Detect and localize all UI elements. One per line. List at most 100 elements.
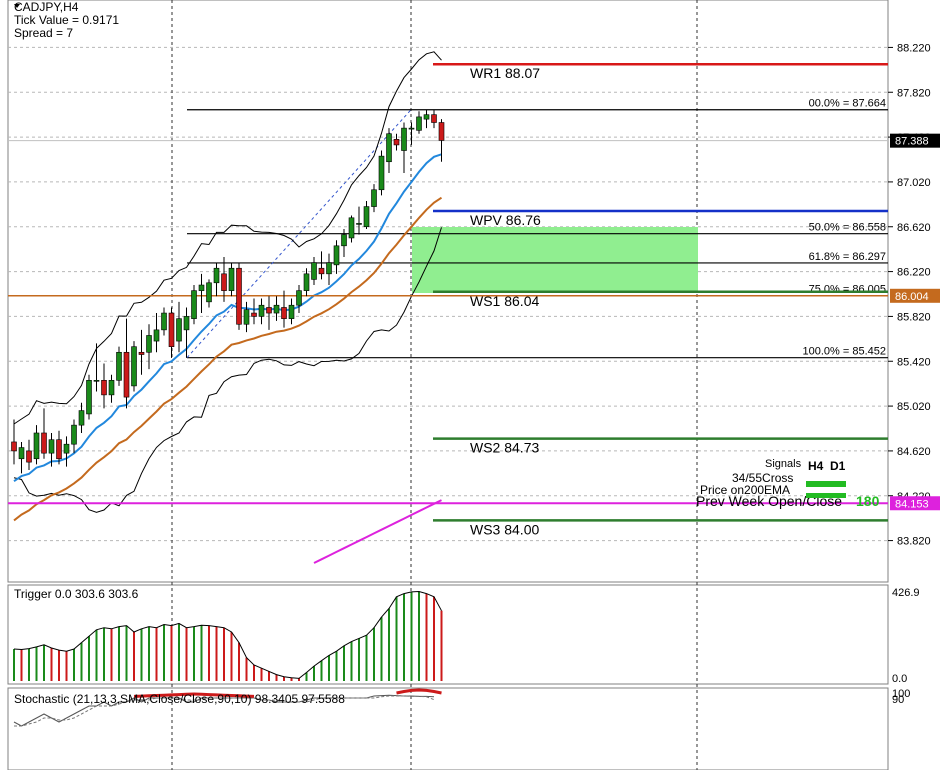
candle-body	[393, 139, 400, 146]
candle-body	[303, 273, 310, 291]
candle-body	[408, 127, 415, 130]
candle-body	[146, 335, 152, 353]
signals-row-prevweek: Prev Week Open/Close	[696, 493, 842, 509]
moving-averages	[13, 153, 443, 564]
candle-body	[86, 380, 92, 415]
candle-body	[243, 309, 250, 325]
pivot-label-wr1: WR1 88.07	[470, 65, 540, 81]
pivot-lines: WR1 88.07 WPV 86.76 WS1 86.04 WS2 84.73 WS3 …	[8, 62, 888, 537]
fib-label: 50.0% = 86.558	[809, 222, 886, 234]
axis-tick-label: 85.820	[897, 311, 931, 323]
current-price-tag: 87.388	[895, 136, 929, 148]
signals-prevweek-value: 180	[856, 493, 880, 509]
candle-body	[318, 267, 325, 275]
signal-bar-ema	[806, 493, 846, 498]
candle-body	[108, 380, 115, 396]
ema-price-tag-box	[890, 496, 940, 511]
candle-body	[258, 304, 265, 317]
candle-body	[288, 304, 295, 319]
candle-body	[281, 307, 287, 319]
signal-bar-cross	[806, 481, 846, 487]
candle-body	[333, 245, 340, 266]
candle-body	[116, 351, 122, 381]
candle-body	[266, 307, 272, 314]
trigger-label: Trigger 0.0 303.6 303.6	[14, 587, 139, 601]
candle-body	[273, 304, 280, 314]
trigger-panel-frame	[7, 584, 889, 685]
candle-body	[63, 443, 70, 454]
candle-body	[236, 267, 242, 325]
pivot-label-ws2: WS2 84.73	[470, 440, 539, 456]
candle-body	[423, 114, 430, 120]
candle-body	[71, 424, 77, 445]
symbol-label: CADJPY,H4	[14, 0, 79, 14]
current-price-tag-box	[890, 133, 940, 148]
pivot-label-ws3: WS3 84.00	[470, 521, 539, 537]
candle-body	[386, 133, 392, 163]
candle-body	[33, 432, 40, 460]
trigger-histogram	[13, 590, 443, 681]
candle-body	[356, 223, 362, 225]
price-axis: 88.22087.82087.42087.02086.62086.22085.8…	[888, 42, 940, 548]
trigger-outline	[13, 590, 442, 679]
collapse-arrow-icon[interactable]	[14, 4, 20, 8]
trigger-axis-top: 426.9	[892, 587, 920, 599]
candle-body	[56, 439, 62, 460]
ema-fast-line	[13, 153, 442, 483]
axis-tick-label: 83.820	[897, 536, 931, 548]
axis-tick-label: 88.220	[897, 42, 931, 54]
stochastic-axis-top: 100	[892, 688, 910, 700]
candle-body	[296, 290, 302, 306]
candle-body	[176, 318, 182, 342]
stochastic-axis-bottom: 90	[892, 694, 904, 706]
candle-body	[371, 189, 377, 207]
stochastic-lines	[13, 688, 442, 727]
candle-body	[378, 155, 385, 191]
tick-value-label: Tick Value = 0.9171	[14, 13, 119, 27]
candle-body	[401, 127, 407, 151]
ema-mid-line	[13, 196, 443, 522]
candle-body	[206, 282, 212, 303]
candle-body	[11, 441, 17, 452]
candle-body	[48, 439, 55, 454]
signals-title: Signals	[765, 458, 802, 470]
candle-body	[431, 114, 437, 123]
axis-tick-label: 86.220	[897, 267, 931, 279]
candle-body	[78, 410, 85, 426]
fib-trend-line	[186, 109, 412, 358]
fib-label: 100.0% = 85.452	[803, 346, 887, 358]
upper-band-line	[13, 51, 442, 425]
candle-body	[161, 312, 167, 331]
signals-col-d1: D1	[830, 459, 846, 473]
envelope-bands	[13, 51, 442, 513]
stochastic-overbought-segment	[396, 688, 442, 695]
ema-slow-line	[313, 499, 442, 564]
ema-price-tag: 84.153	[895, 498, 929, 510]
candle-body	[138, 351, 145, 355]
candle-body	[18, 447, 25, 460]
candle-body	[168, 312, 175, 347]
candlestick-series	[11, 110, 445, 474]
trigger-axis-bottom: 0.0	[892, 673, 907, 685]
stochastic-d-line	[14, 695, 435, 727]
candle-body	[191, 290, 197, 319]
stochastic-overbought-segment	[133, 692, 255, 698]
candle-body	[26, 450, 32, 463]
stochastic-label: Stochastic (21,13,3,SMA,Close/Close,90,1…	[14, 692, 345, 706]
ws1-price-tag-box	[890, 288, 940, 303]
axis-tick-label: 87.820	[897, 87, 931, 99]
signals-row-cross: 34/55Cross	[732, 471, 793, 485]
candle-body	[221, 273, 227, 291]
candle-body	[101, 380, 107, 396]
signals-col-h4: H4	[808, 459, 824, 473]
candle-body	[41, 432, 47, 454]
candle-body	[131, 346, 137, 387]
signals-row-ema: Price on200EMA	[700, 483, 790, 497]
stochastic-panel-frame	[7, 687, 889, 770]
candle-body	[123, 351, 130, 398]
candle-body	[213, 267, 220, 284]
candle-body	[363, 206, 370, 228]
axis-tick-label: 84.620	[897, 446, 931, 458]
spread-label: Spread = 7	[14, 26, 73, 40]
